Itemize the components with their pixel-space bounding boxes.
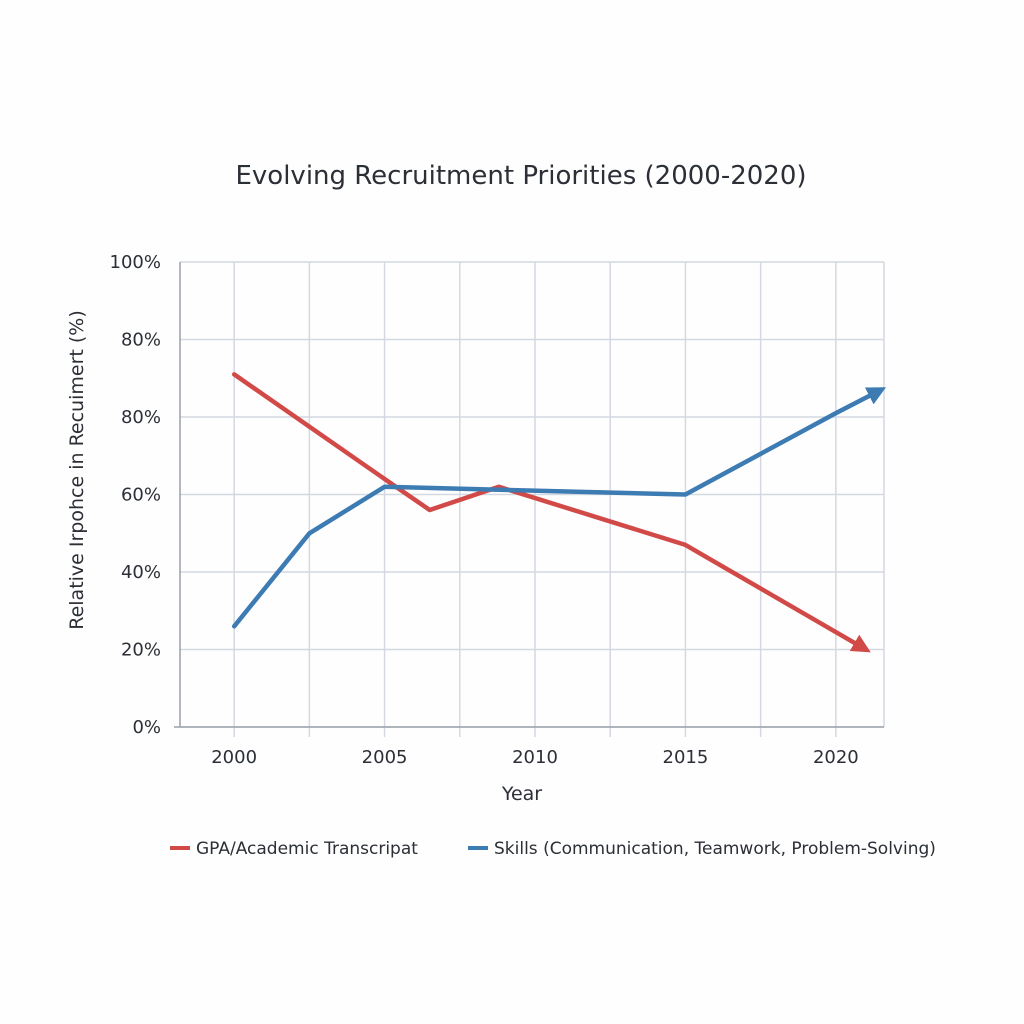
x-tick-label: 2020 — [813, 747, 859, 768]
legend-label-skills: Skills (Communication, Teamwork, Problem… — [494, 839, 936, 859]
legend-label-gpa: GPA/Academic Transcripat — [196, 839, 418, 859]
series-line-gpa — [231, 372, 871, 653]
y-tick-label: 20% — [121, 640, 161, 661]
grid-layer — [180, 261, 885, 737]
tick-layer: 0% 20% 40% 60% 80% 80% 100% 2000 2005 2010 2015 202… — [110, 252, 859, 768]
x-tick-label: 2000 — [211, 747, 257, 768]
x-tick-label: 2010 — [512, 747, 558, 768]
series-layer — [231, 372, 887, 653]
x-axis-label: Year — [501, 783, 542, 805]
x-tick-label: 2005 — [362, 747, 408, 768]
series-line-skills — [231, 387, 887, 629]
y-tick-label: 80% — [121, 407, 161, 428]
y-tick-label: 100% — [110, 252, 161, 273]
x-tick-label: 2015 — [663, 747, 709, 768]
y-tick-label: 80% — [121, 330, 161, 351]
y-tick-label: 40% — [121, 562, 161, 583]
y-axis-label: Relative Irpohce in Recuimert (%) — [66, 310, 88, 630]
axis-layer — [174, 262, 884, 728]
chart-title: Evolving Recruitment Priorities (2000-20… — [235, 161, 806, 191]
legend: GPA/Academic Transcripat Skills (Communic… — [170, 839, 936, 859]
y-tick-label: 60% — [121, 485, 161, 506]
y-tick-label: 0% — [132, 717, 161, 738]
